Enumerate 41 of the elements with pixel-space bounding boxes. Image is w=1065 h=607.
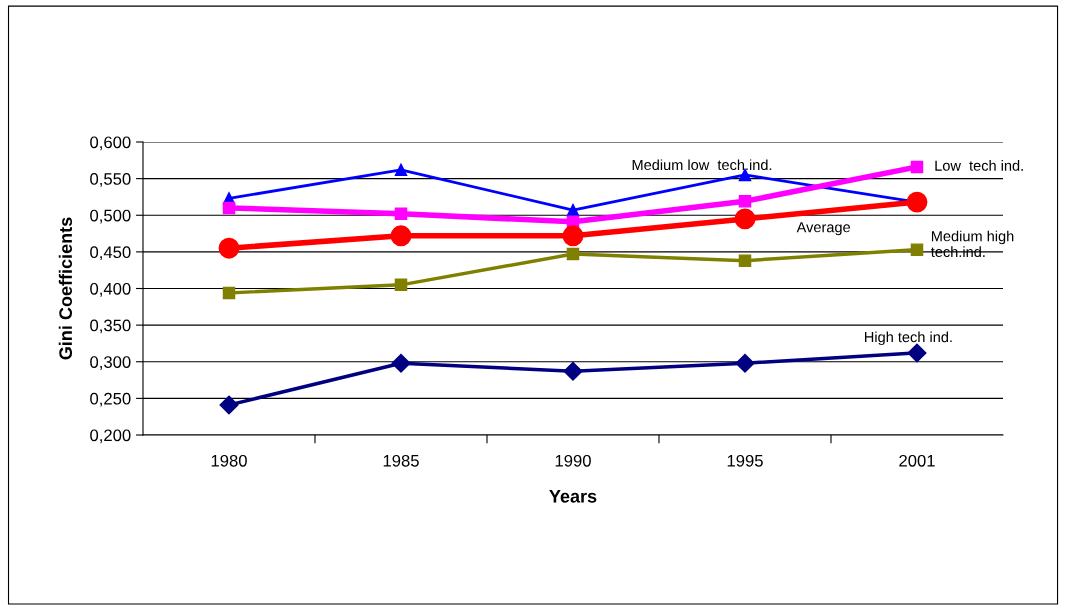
point <box>219 395 239 415</box>
x-tick-label: 2001 <box>899 454 935 467</box>
x-tick-label: 1990 <box>555 454 591 467</box>
series-label: High tech ind. <box>865 331 952 346</box>
point <box>394 163 408 177</box>
point <box>562 225 584 247</box>
y-tick-label: 0,600 <box>90 136 131 151</box>
point <box>910 243 924 256</box>
y-tick-label: 0,350 <box>90 319 131 334</box>
point <box>907 343 927 363</box>
x-axis-title: Years <box>549 490 597 503</box>
point <box>390 225 412 247</box>
point <box>910 160 924 174</box>
point <box>735 353 755 373</box>
point <box>563 361 583 381</box>
y-tick-label: 0,300 <box>90 356 131 370</box>
series-label: Medium low tech.ind. <box>632 159 772 171</box>
series-label: Low tech ind. <box>935 160 1023 171</box>
y-tick-label: 0,550 <box>90 173 131 187</box>
point <box>738 195 752 208</box>
y-tick-label: 0,200 <box>90 429 131 444</box>
x-tick-label: 1985 <box>383 454 419 467</box>
point <box>218 237 240 259</box>
point <box>394 278 408 292</box>
point <box>566 247 580 261</box>
y-tick-label: 0,400 <box>90 282 131 297</box>
point <box>566 203 580 217</box>
point <box>734 208 756 230</box>
y-tick-label: 0,450 <box>90 246 131 261</box>
y-tick-label: 0,250 <box>90 392 131 407</box>
point <box>738 254 752 267</box>
y-axis-title: Gini Coefficients <box>58 217 73 360</box>
y-tick-label: 0,500 <box>90 209 131 224</box>
point <box>222 201 236 215</box>
x-tick-label: 1980 <box>211 454 247 467</box>
point <box>394 207 408 221</box>
point <box>906 191 928 213</box>
point <box>222 286 236 300</box>
series-label: Average <box>796 222 851 236</box>
x-tick-label: 1995 <box>727 454 763 467</box>
point <box>391 353 411 373</box>
